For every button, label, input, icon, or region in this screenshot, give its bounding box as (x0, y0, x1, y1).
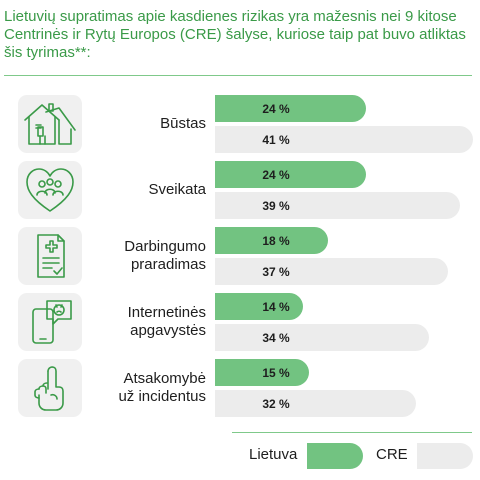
category-label: Būstas (160, 115, 206, 132)
category-row: Darbingumo praradimas 18 % 37 % (0, 227, 480, 285)
category-row: Atsakomybė už incidentus 15 % 32 % (0, 359, 480, 417)
house-icon (18, 95, 82, 153)
category-label: Atsakomybė už incidentus (118, 370, 206, 405)
category-row: Internetinės apgavystės 14 % 34 % (0, 293, 480, 351)
family-heart-icon (18, 161, 82, 219)
category-label: Sveikata (148, 181, 206, 198)
bar-cre: 37 % (215, 258, 448, 285)
bar-lietuva: 14 % (215, 293, 303, 320)
bar-value-label: 39 % (262, 198, 290, 213)
category-row: Būstas 24 % 41 % (0, 95, 480, 153)
medical-document-icon (18, 227, 82, 285)
bar-value-label: 18 % (262, 233, 290, 248)
bar-cre: 32 % (215, 390, 416, 417)
bar-value-label: 24 % (262, 167, 290, 182)
bar-cre: 41 % (215, 126, 473, 153)
legend-divider (232, 432, 472, 433)
bar-value-label: 41 % (262, 132, 290, 147)
bar-lietuva: 24 % (215, 95, 366, 122)
bar-value-label: 34 % (262, 330, 290, 345)
pointing-hand-icon (18, 359, 82, 417)
legend-label-lietuva: Lietuva (249, 446, 298, 463)
category-label: Internetinės apgavystės (127, 304, 206, 339)
legend-swatch-lietuva (307, 443, 363, 469)
phone-scam-icon (18, 293, 82, 351)
category-label: Darbingumo praradimas (124, 238, 206, 273)
chart-title: Lietuvių supratimas apie kasdienes rizik… (4, 8, 466, 61)
bar-value-label: 14 % (262, 299, 290, 314)
bar-lietuva: 18 % (215, 227, 328, 254)
bar-cre: 34 % (215, 324, 429, 351)
legend-label-cre: CRE (376, 446, 408, 463)
bar-value-label: 15 % (262, 365, 290, 380)
bar-lietuva: 24 % (215, 161, 366, 188)
bar-value-label: 32 % (262, 396, 290, 411)
bar-cre: 39 % (215, 192, 460, 219)
bar-value-label: 37 % (262, 264, 290, 279)
category-row: Sveikata 24 % 39 % (0, 161, 480, 219)
top-divider (4, 75, 472, 76)
bar-value-label: 24 % (262, 101, 290, 116)
bar-lietuva: 15 % (215, 359, 309, 386)
legend-swatch-cre (417, 443, 473, 469)
